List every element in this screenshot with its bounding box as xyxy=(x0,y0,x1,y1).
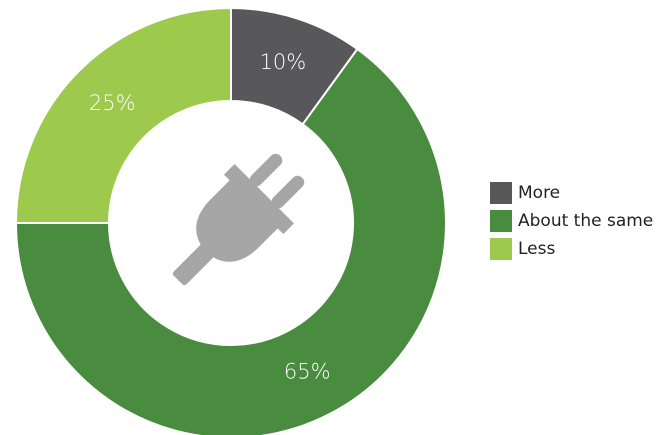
donut-segment xyxy=(14,47,447,435)
legend-swatch xyxy=(490,210,512,232)
legend-swatch xyxy=(490,182,512,204)
legend: More About the same Less xyxy=(490,182,653,260)
legend-label: More xyxy=(518,183,560,203)
value-label: 25% xyxy=(89,91,136,115)
donut-segment xyxy=(14,6,232,224)
donut: 10% 65% 25% xyxy=(14,6,447,435)
legend-label: About the same xyxy=(518,211,653,231)
plug-icon xyxy=(172,153,305,286)
value-label: 65% xyxy=(284,360,331,384)
value-label: 10% xyxy=(260,50,307,74)
legend-swatch xyxy=(490,238,512,260)
legend-label: Less xyxy=(518,239,555,259)
